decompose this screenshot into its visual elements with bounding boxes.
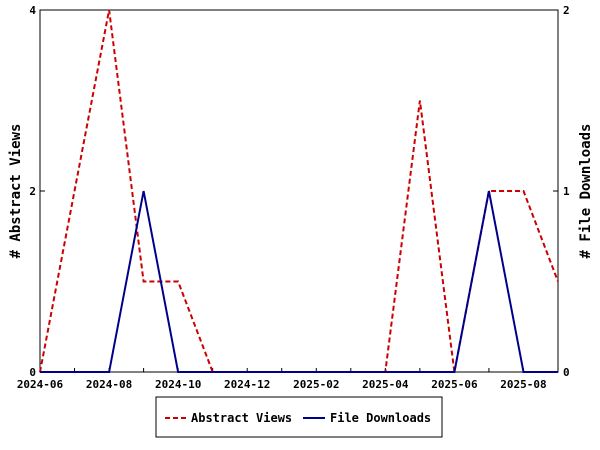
plot-border <box>39 9 559 373</box>
x-tick-label: 2024-12 <box>224 378 270 391</box>
legend-box <box>155 396 443 438</box>
y2-tick-label: 0 <box>563 366 570 379</box>
x-tick-label: 2025-06 <box>431 378 478 391</box>
y-tick-label: 4 <box>29 4 36 17</box>
y2-tick-label: 1 <box>563 185 570 198</box>
x-tick-label: 2024-06 <box>17 378 64 391</box>
x-tick-label: 2024-08 <box>86 378 132 391</box>
x-tick-label: 2025-08 <box>500 378 546 391</box>
plot-frame <box>39 9 559 373</box>
x-tick-label: 2024-10 <box>155 378 201 391</box>
legend-label-abstract-views: Abstract Views <box>191 411 292 425</box>
tick-labels: 2024-06 2024-08 2024-10 2024-12 2025-02 2025-… <box>17 4 570 391</box>
legend-label-file-downloads: File Downloads <box>330 411 431 425</box>
y2-axis-title: # File Downloads <box>578 124 594 259</box>
series-lines <box>39 9 559 373</box>
axis-ticks <box>39 9 559 373</box>
series-line-file-downloads <box>40 190 558 373</box>
x-tick-label: 2025-02 <box>293 378 339 391</box>
y-axis-title: # Abstract Views <box>8 124 24 259</box>
legend: Abstract Views File Downloads <box>155 396 443 438</box>
y2-tick-label: 2 <box>563 4 570 17</box>
y-tick-label: 2 <box>29 185 36 198</box>
series-line-abstract-views <box>39 9 559 373</box>
y-tick-label: 0 <box>29 366 36 379</box>
x-tick-label: 2025-04 <box>362 378 409 391</box>
